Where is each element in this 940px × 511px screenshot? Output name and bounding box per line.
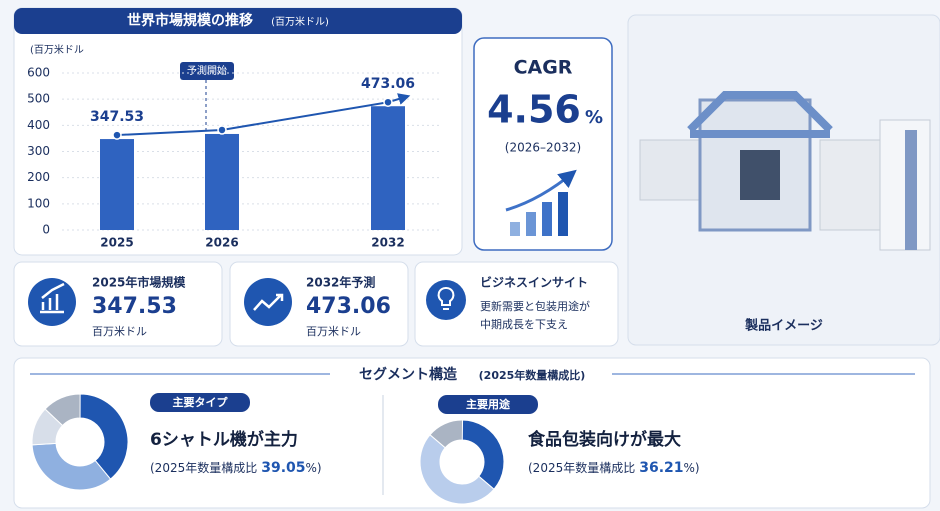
cagr-period: (2026–2032) — [505, 141, 581, 155]
chart-subtitle: (百万米ドル) — [271, 15, 329, 28]
note-prefix: (2025年数量構成比 — [150, 460, 257, 475]
y-tick-label: 300 — [27, 144, 50, 158]
bar — [100, 139, 134, 230]
donut-slice — [79, 393, 129, 480]
x-tick-label: 2032 — [371, 236, 404, 250]
headline: 食品包装向けが最大 — [528, 429, 681, 450]
bar — [371, 106, 405, 230]
kpi-icon — [28, 278, 76, 326]
trend-dot — [112, 130, 122, 140]
kpi-line: 更新需要と包装用途が — [480, 299, 590, 313]
trend-dot — [383, 97, 393, 107]
badge-label: 主要タイプ — [173, 395, 229, 409]
note-value: 39.05 — [261, 460, 305, 476]
product-illustration — [639, 91, 931, 251]
kpi-icon — [426, 280, 466, 320]
note: (2025年数量構成比 39.05%) — [150, 460, 322, 477]
y-tick-label: 400 — [27, 118, 50, 132]
kpi-title: 2025年市場規模 — [92, 275, 186, 290]
chart-title: 世界市場規模の推移 — [127, 12, 253, 29]
kpi-unit: 百万米ドル — [92, 325, 147, 338]
bar — [205, 133, 239, 230]
kpi-title: ビジネスインサイト — [480, 275, 588, 290]
trend-line — [116, 93, 411, 137]
kpi-title: 2032年予測 — [306, 275, 375, 290]
x-tick-label: 2025 — [100, 236, 133, 250]
value-label: 473.06 — [361, 76, 415, 92]
donut-slice — [429, 419, 464, 449]
trend-dot — [217, 125, 227, 135]
note-suffix: %) — [684, 461, 700, 475]
image-caption: 製品イメージ — [744, 318, 823, 334]
cagr-unit: % — [585, 107, 603, 128]
title-bar — [14, 8, 462, 34]
note-prefix: (2025年数量構成比 — [528, 460, 635, 475]
badge — [150, 393, 250, 412]
note-value: 36.21 — [639, 460, 683, 476]
kpi-icon-glyph — [40, 282, 65, 314]
y-tick-label: 200 — [27, 170, 50, 184]
donut-slice — [419, 434, 495, 505]
donut-slice — [461, 419, 505, 490]
value-label: 347.53 — [90, 109, 144, 125]
x-tick-label: 2026 — [205, 236, 238, 250]
kpi-value: 473.06 — [306, 294, 391, 319]
segment-subtitle: (2025年数量構成比) — [479, 368, 586, 382]
cagr-card — [473, 37, 613, 251]
annotation: 予測開始 — [187, 64, 227, 77]
kpi-icon-glyph — [437, 287, 455, 310]
kpi-card — [414, 261, 619, 347]
y-tick-label: 0 — [42, 223, 50, 237]
kpi-line: 中期成長を下支え — [480, 318, 568, 331]
segment-title: セグメント構造 — [359, 366, 457, 383]
kpi-icon-glyph — [253, 293, 284, 311]
donut-slice — [31, 442, 112, 491]
annotation-box — [180, 62, 234, 80]
y-axis-label: (百万米ドル — [30, 43, 84, 56]
badge — [438, 395, 538, 414]
cagr-value: 4.56 — [487, 88, 581, 132]
kpi-icon — [244, 278, 292, 326]
y-tick-label: 500 — [27, 92, 50, 106]
plot: 0 100 200 300 400 500 600 2025 347.53 2026 2032 473… — [27, 66, 440, 250]
segments: 主要タイプ 6シャトル機が主力 (2025年数量構成比 39.05%) 主要用途食品包装… — [31, 393, 700, 505]
y-tick-label: 100 — [27, 196, 50, 210]
cagr-label: CAGR — [514, 57, 573, 79]
kpi-unit: 百万米ドル — [306, 325, 361, 338]
headline: 6シャトル機が主力 — [150, 429, 298, 450]
donut-slice — [44, 393, 81, 427]
y-tick-label: 600 — [27, 66, 50, 80]
note-suffix: %) — [306, 461, 322, 475]
badge-label: 主要用途 — [466, 397, 511, 411]
note: (2025年数量構成比 36.21%) — [528, 460, 700, 477]
growth-icon — [505, 169, 577, 236]
kpi-value: 347.53 — [92, 294, 177, 319]
